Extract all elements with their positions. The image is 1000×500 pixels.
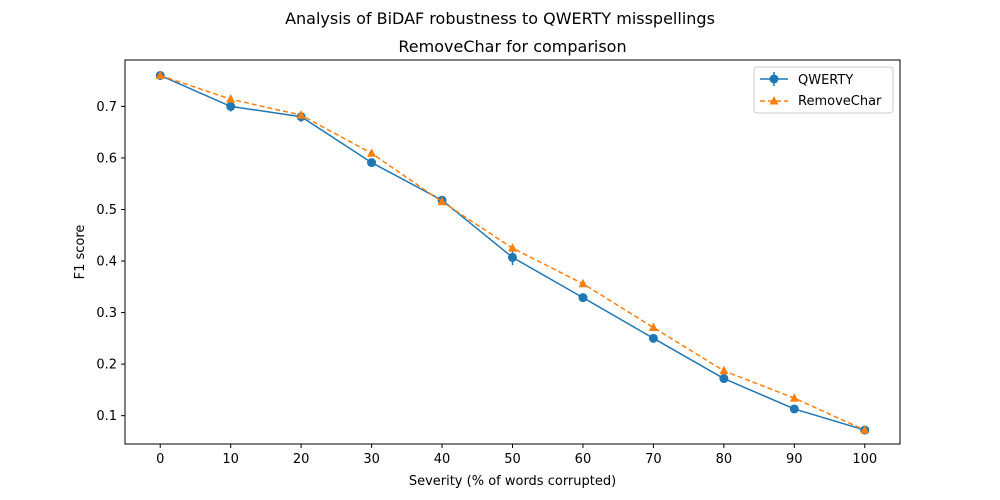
legend: QWERTY RemoveChar xyxy=(753,66,894,114)
x-tick-label: 40 xyxy=(434,452,451,467)
data-point-removechar xyxy=(578,278,588,288)
data-point-removechar xyxy=(789,393,799,402)
y-tick-label: 0.2 xyxy=(96,358,117,373)
legend-label-qwerty: QWERTY xyxy=(798,73,853,88)
y-tick-label: 0.3 xyxy=(96,306,117,321)
data-point-qwerty xyxy=(226,101,236,111)
x-tick-label: 80 xyxy=(716,452,733,467)
data-point-qwerty xyxy=(648,333,658,343)
plot-area: 0 10 20 30 40 50 60 70 80 90 100 0.1 0.2 0.3 0.4 0.5 0.6… xyxy=(96,70,877,467)
data-point-removechar xyxy=(155,70,165,79)
chart-title: RemoveChar for comparison xyxy=(398,37,626,56)
data-point-removechar xyxy=(719,365,729,375)
y-tick-label: 0.5 xyxy=(96,203,117,218)
data-point-qwerty xyxy=(508,252,517,262)
legend-marker-removechar xyxy=(769,96,779,105)
data-point-qwerty xyxy=(789,404,799,414)
data-point-removechar xyxy=(860,425,870,434)
x-tick-label: 0 xyxy=(156,452,164,467)
data-point-removechar xyxy=(648,322,658,332)
legend-box xyxy=(753,66,894,114)
data-point-removechar xyxy=(437,196,447,206)
data-point-removechar xyxy=(226,94,236,103)
data-point-removechar xyxy=(296,110,306,119)
x-tick-label: 10 xyxy=(222,452,239,467)
y-tick-label: 0.4 xyxy=(96,255,117,270)
x-tick-label: 20 xyxy=(293,452,310,467)
x-tick-label: 50 xyxy=(504,452,521,467)
x-tick-label: 60 xyxy=(575,452,592,467)
data-point-removechar xyxy=(508,243,517,252)
plot-frame xyxy=(124,59,901,445)
data-point-qwerty xyxy=(578,293,588,303)
y-tick-label: 0.6 xyxy=(96,151,117,166)
chart-suptitle: Analysis of BiDAF robustness to QWERTY m… xyxy=(285,9,715,28)
data-point-removechar xyxy=(367,148,377,157)
y-tick-label: 0.7 xyxy=(96,100,117,115)
x-tick-label: 70 xyxy=(645,452,662,467)
x-tick-label: 30 xyxy=(363,452,380,467)
data-point-qwerty xyxy=(719,374,729,384)
x-axis-label: Severity (% of words corrupted) xyxy=(409,474,616,489)
y-axis-label: F1 score xyxy=(73,225,88,280)
x-tick-label: 100 xyxy=(852,452,877,467)
y-tick-label: 0.1 xyxy=(96,409,117,424)
data-point-qwerty xyxy=(367,158,377,168)
legend-label-removechar: RemoveChar xyxy=(798,94,882,109)
x-tick-label: 90 xyxy=(786,452,803,467)
legend-marker-qwerty xyxy=(769,74,779,84)
